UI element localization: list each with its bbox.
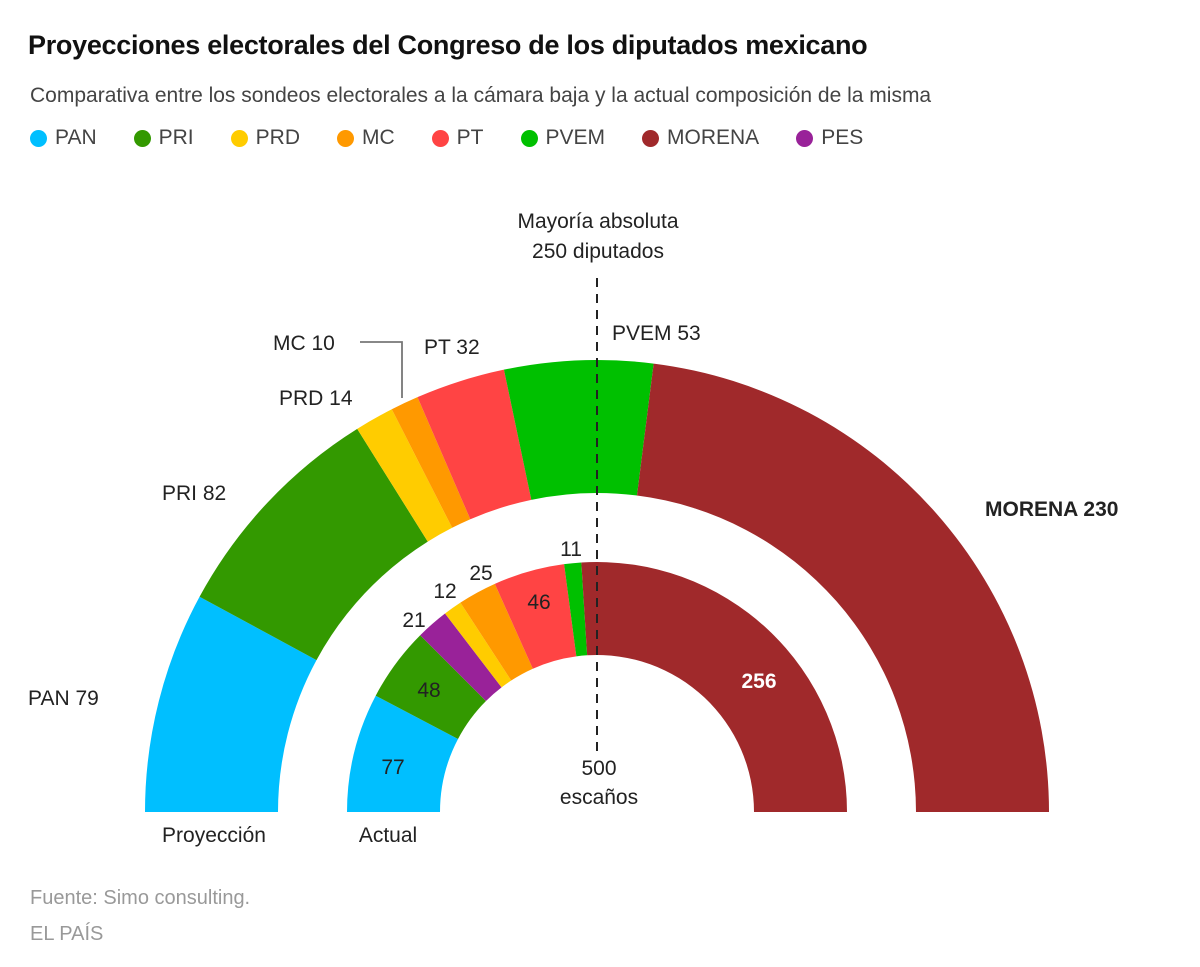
outer-ring-label: Proyección: [162, 824, 266, 847]
outer-label-mc: MC 10: [273, 332, 335, 355]
inner-label-prd: 12: [433, 580, 456, 603]
legend: PAN PRI PRD MC PT PVEM MORENA PES: [30, 126, 900, 150]
inner-label-pt: 46: [527, 591, 550, 614]
legend-item-mc: MC: [336, 126, 395, 150]
seat-segment-actual-pvem: [564, 562, 588, 657]
legend-label: PAN: [55, 126, 97, 149]
inner-label-morena: 256: [741, 670, 776, 693]
inner-ring-actual: [347, 562, 847, 812]
seat-segment-proyección-pt: [417, 369, 532, 520]
majority-label-line1: Mayoría absoluta: [517, 210, 678, 233]
brand-credit: EL PAÍS: [30, 923, 104, 945]
outer-label-pri: PRI 82: [162, 482, 226, 505]
legend-item-pan: PAN: [30, 126, 97, 150]
inner-label-mc: 25: [469, 562, 492, 585]
seat-segment-actual-pt: [494, 564, 577, 669]
legend-dot-icon: [30, 129, 47, 147]
legend-dot-icon: [642, 129, 660, 147]
seat-segment-actual-pri: [375, 635, 486, 739]
outer-label-pt: PT 32: [424, 336, 480, 359]
outer-label-pan: PAN 79: [28, 687, 99, 710]
total-seats-line2: escaños: [560, 786, 638, 809]
seat-segment-proyección-prd: [357, 409, 453, 542]
legend-dot-icon: [133, 129, 151, 147]
mc-leader-line: [360, 341, 403, 398]
inner-label-pri: 48: [417, 679, 440, 702]
seat-segment-proyección-morena: [636, 363, 1049, 812]
legend-item-prd: PRD: [230, 126, 300, 150]
total-seats-line1: 500: [581, 757, 616, 780]
outer-label-pvem: PVEM 53: [612, 322, 701, 345]
outer-ring-projection: [145, 360, 1049, 812]
legend-item-pri: PRI: [133, 126, 194, 150]
legend-label: PES: [821, 126, 864, 149]
chart-subtitle: Comparativa entre los sondeos electorale…: [30, 84, 932, 107]
seat-segment-proyección-mc: [391, 397, 471, 528]
seat-segment-actual-mc: [460, 583, 533, 681]
legend-label: PT: [456, 126, 484, 149]
outer-label-morena: MORENA 230: [985, 498, 1118, 521]
source-note: Fuente: Simo consulting.: [30, 887, 251, 909]
legend-label: PVEM: [545, 126, 606, 149]
chart-title: Proyecciones electorales del Congreso de…: [28, 30, 868, 60]
legend-dot-icon: [336, 129, 354, 147]
legend-dot-icon: [796, 129, 814, 147]
legend-dot-icon: [520, 129, 538, 147]
majority-label-line2: 250 diputados: [532, 240, 664, 263]
inner-label-pan: 77: [381, 756, 404, 779]
seat-segment-actual-pan: [347, 695, 459, 812]
legend-item-pes: PES: [796, 126, 863, 150]
legend-label: MC: [361, 126, 395, 149]
seat-segment-actual-morena: [581, 562, 847, 812]
seat-segment-proyección-pvem: [503, 360, 654, 500]
legend-item-pt: PT: [431, 126, 484, 150]
legend-dot-icon: [230, 129, 248, 147]
legend-label: MORENA: [667, 126, 760, 149]
seat-segment-actual-prd: [445, 602, 512, 688]
seat-segment-proyección-pri: [199, 428, 428, 661]
legend-label: PRI: [158, 126, 194, 149]
legend-item-pvem: PVEM: [520, 126, 606, 150]
seat-segment-proyección-pan: [145, 596, 317, 812]
legend-dot-icon: [431, 129, 449, 147]
inner-label-pes: 21: [402, 609, 425, 632]
seat-segment-actual-pes: [420, 613, 502, 701]
inner-ring-label: Actual: [359, 824, 417, 847]
legend-label: PRD: [255, 126, 300, 149]
inner-label-pvem: 11: [560, 538, 582, 561]
outer-label-prd: PRD 14: [279, 387, 353, 410]
legend-item-morena: MORENA: [642, 126, 759, 150]
